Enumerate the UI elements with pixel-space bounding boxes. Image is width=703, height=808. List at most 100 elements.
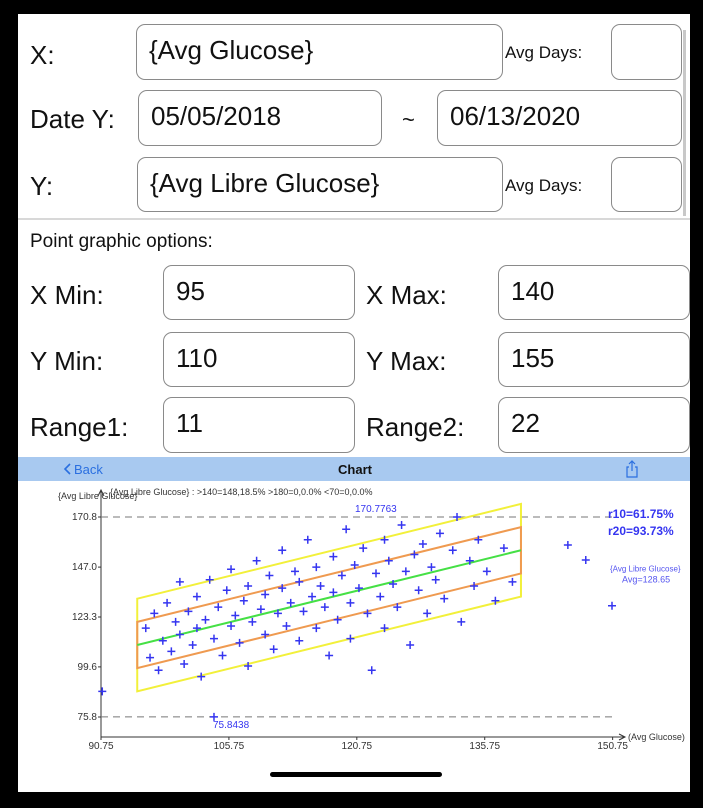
point [320,603,329,612]
number-field[interactable]: 95 [163,265,355,320]
point [303,535,312,544]
point [440,594,449,603]
number-field[interactable]: 11 [163,397,355,453]
point [376,592,385,601]
field-label: X Max: [366,280,447,310]
point [167,647,176,656]
point [222,586,231,595]
reference-label: 75.8438 [213,720,250,731]
y-axis-arrow [97,488,105,497]
range1-band [136,525,522,670]
point [508,577,517,586]
point [227,565,236,574]
avg-marker [608,601,616,610]
point [482,567,491,576]
y-tick-label: 75.8 [78,712,98,723]
point [308,592,317,601]
point [350,561,359,569]
text-field[interactable] [611,157,682,212]
stat-label: r10=61.75% [608,507,674,521]
point [184,607,193,616]
point [201,615,210,624]
point [329,552,338,561]
point [457,617,466,626]
field-label: Avg Days: [505,176,583,195]
y-tick-label: 147.0 [72,562,97,573]
point [244,582,253,591]
separator [18,218,690,220]
chart-screen: Back Chart 75.8 99.6 123.3 147.0 170.8 90.75 1… [18,457,690,792]
nav-bar [18,457,690,481]
point [431,575,440,584]
number-field[interactable]: 22 [498,397,690,453]
point [346,634,355,643]
point [244,662,253,671]
number-field[interactable]: 110 [163,332,355,387]
back-chevron[interactable] [63,463,71,475]
point [175,577,184,586]
point [235,638,244,647]
point [227,622,236,631]
point [581,555,590,564]
date-field[interactable]: 06/13/2020 [437,90,682,146]
point [499,544,508,553]
number-field[interactable]: 155 [498,332,690,387]
point [453,513,462,522]
point [265,571,274,580]
point [158,636,167,645]
stat-label: r20=93.73% [608,524,674,538]
x-tick-label: 105.75 [214,741,245,752]
point [312,563,321,572]
point [342,525,351,534]
number-field[interactable]: 140 [498,265,690,320]
point [389,579,398,588]
field-label: X: [30,40,55,70]
point [180,659,189,668]
point [290,567,299,576]
point [418,539,427,548]
field-label: Avg Days: [505,43,583,62]
point [384,556,393,565]
point [465,556,474,565]
point [312,624,321,633]
text-field[interactable]: {Avg Glucose} [136,24,503,80]
point [295,577,304,586]
point [299,607,308,616]
date-field[interactable]: 05/05/2018 [138,90,382,146]
point [393,603,402,612]
point [278,546,287,555]
point [470,582,479,591]
reference-label: 170.7763 [355,504,397,515]
point [354,584,363,593]
text-field[interactable] [611,24,682,80]
point [435,529,444,538]
point [329,588,338,597]
separator-text: ~ [402,107,415,132]
x-tick-label: 135.75 [469,741,500,752]
point [359,544,368,553]
point [154,666,163,675]
regression-line [137,549,522,646]
point [248,617,257,626]
point [423,609,432,618]
point [563,541,572,549]
point [188,641,197,649]
point [286,598,295,607]
field-label: Range2: [366,412,465,442]
point [372,569,381,578]
point [346,598,355,607]
x-axis-title: (Avg Glucose) [628,732,685,742]
field-label: Y Max: [366,346,447,376]
x-tick-label: 90.75 [88,741,113,752]
point [380,535,389,544]
point [252,556,261,565]
field-label: Range1: [30,412,129,442]
point [282,622,291,631]
y-tick-label: 170.8 [72,512,97,523]
point [316,582,325,591]
home-indicator [270,772,442,777]
share-icon[interactable] [626,460,638,478]
point [333,615,342,624]
back-button[interactable]: Back [74,462,103,477]
text-field[interactable]: {Avg Libre Glucose} [137,157,503,212]
